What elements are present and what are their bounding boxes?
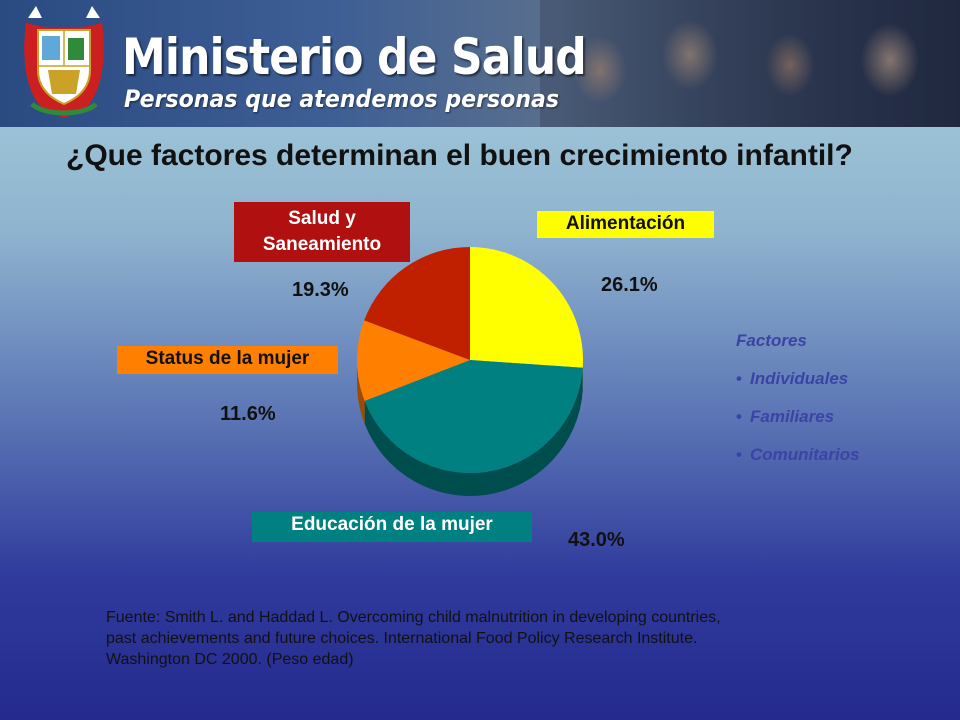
pie-slice xyxy=(470,247,583,368)
bullet-icon: • xyxy=(736,407,742,426)
factors-items: • Individuales • Familiares • Comunitarios xyxy=(736,368,936,482)
chart-title: ¿Que factores determinan el buen crecimi… xyxy=(66,139,853,172)
header-photo xyxy=(540,0,960,127)
label-alimentacion-text: Alimentación xyxy=(565,213,686,234)
factor-item: • Comunitarios xyxy=(736,444,936,482)
factor-item-text: Individuales xyxy=(750,369,849,388)
label-salud-line2: Saneamiento xyxy=(262,234,382,255)
pie-slice-side xyxy=(356,360,365,424)
factor-item-text: Comunitarios xyxy=(750,445,860,464)
factors-list: Factores • Individuales • Familiares • Comu… xyxy=(736,330,936,482)
pie-slice-percent: 43.0% xyxy=(568,529,625,551)
pie-slice xyxy=(364,360,583,474)
label-salud-line1: Salud y xyxy=(288,208,356,229)
label-educacion-mujer: Educación de la mujer xyxy=(252,512,532,542)
source-line: past achievements and future choices. In… xyxy=(106,630,698,647)
header-tagline: Personas que atendemos personas xyxy=(124,85,560,113)
pie-slice-side xyxy=(364,367,583,496)
header-banner: Ministerio de Salud Personas que atendem… xyxy=(0,0,960,127)
factor-item: • Familiares xyxy=(736,406,936,444)
source-line: Washington DC 2000. (Peso edad) xyxy=(106,651,354,668)
label-status-mujer-text: Status de la mujer xyxy=(145,348,310,369)
label-status-mujer: Status de la mujer xyxy=(117,346,338,374)
pie-slice xyxy=(357,320,470,401)
bullet-icon: • xyxy=(736,369,742,388)
pie-slice-percent: 11.6% xyxy=(220,403,276,425)
label-educacion-mujer-text: Educación de la mujer xyxy=(291,514,493,535)
pie-slice-percent: 26.1% xyxy=(601,274,658,296)
pie-slice xyxy=(364,247,470,360)
label-alimentacion: Alimentación xyxy=(537,211,714,238)
pie-slice-percent: 19.3% xyxy=(292,279,349,301)
factors-title: Factores xyxy=(736,331,807,350)
header-title: Ministerio de Salud xyxy=(122,28,587,86)
factor-item-text: Familiares xyxy=(750,407,835,426)
bullet-icon: • xyxy=(736,445,742,464)
source-line: Fuente: Smith L. and Haddad L. Overcomin… xyxy=(106,609,721,626)
label-salud-saneamiento: Salud y Saneamiento xyxy=(234,202,410,262)
coat-of-arms-logo xyxy=(24,6,104,118)
source-citation: Fuente: Smith L. and Haddad L. Overcomin… xyxy=(106,607,886,670)
factor-item: • Individuales xyxy=(736,368,936,406)
